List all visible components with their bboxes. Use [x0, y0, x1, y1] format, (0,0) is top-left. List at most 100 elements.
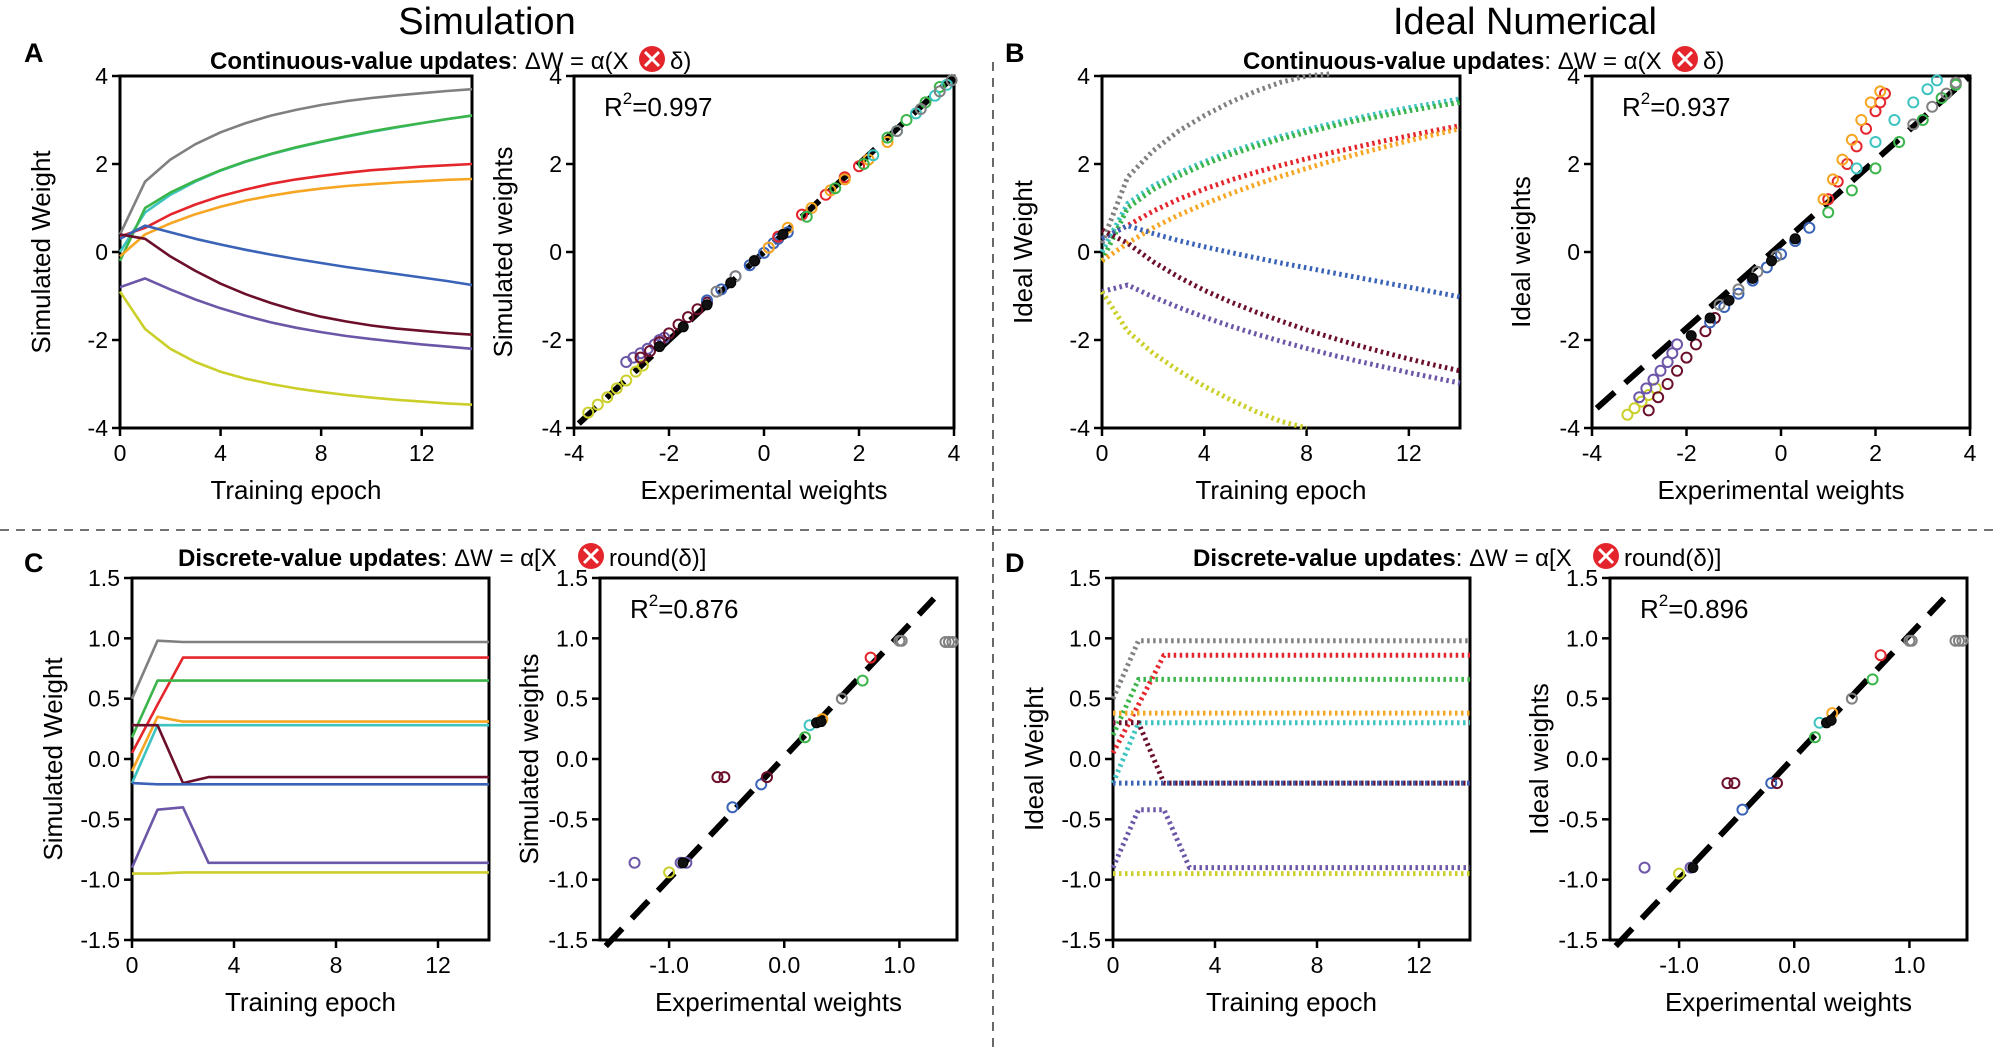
panel-letter-c: C: [24, 548, 44, 578]
y-tick-label: 2: [1077, 151, 1090, 177]
y-tick-label: 0.5: [88, 686, 120, 712]
series-line-green: [1099, 99, 1461, 262]
x-tick-label: -1.0: [649, 952, 689, 978]
x-axis-label: Training epoch: [1206, 987, 1377, 1017]
equation-a-pre: : ΔW = α(X: [511, 48, 628, 75]
data-point-orange: [881, 136, 894, 148]
y-tick-label: 4: [95, 63, 108, 89]
plot-frame: [130, 576, 491, 942]
data-point-black: [1825, 714, 1837, 726]
y-tick-label: -1.0: [548, 867, 588, 893]
data-point-yellow: [610, 382, 623, 395]
data-point-maroon: [691, 303, 704, 316]
data-point-blue: [1803, 221, 1816, 234]
data-point-orange: [805, 202, 818, 214]
data-point-green: [1866, 673, 1879, 686]
r-squared-label: R2=0.937: [1622, 89, 1731, 122]
y-tick-label: -4: [1560, 415, 1581, 441]
x-tick-label: 4: [1209, 952, 1222, 978]
data-point-red: [1822, 193, 1835, 206]
x-tick-label: 12: [425, 952, 451, 978]
data-point-gray: [946, 635, 959, 648]
y-tick-label: 1.0: [556, 625, 588, 651]
data-point-black: [1747, 272, 1759, 284]
y-axis-label: Ideal weights: [1524, 683, 1554, 835]
series-line-purple: [130, 806, 489, 869]
chart-d-ideal-weight-vs-epoch: -1.5 -1.0 -0.5 0.0 0.5 1.0 1.5 0 4 8 12 Training ep…: [1019, 565, 1472, 1017]
x-tick-label: -4: [1582, 440, 1603, 466]
series-line-teal: [1110, 720, 1470, 785]
x-tick-label: 8: [1311, 952, 1324, 978]
data-point-purple: [1647, 373, 1660, 386]
data-point-maroon: [760, 771, 773, 784]
y-tick-label: 0: [1077, 239, 1090, 265]
data-point-black: [749, 255, 760, 267]
data-point-yellow: [582, 406, 595, 419]
x-axis-label: Experimental weights: [655, 987, 902, 1017]
x-axis-label: Experimental weights: [1665, 987, 1912, 1017]
svg-text:Continuous-value updates: ΔW =: Continuous-value updates: ΔW = α(X: [210, 48, 629, 75]
data-point-gray: [939, 635, 952, 648]
data-point-black: [677, 321, 689, 333]
series-line-maroon: [119, 233, 473, 336]
data-point-yellow: [591, 398, 604, 411]
data-point-blue: [726, 801, 739, 814]
data-point-gray: [1713, 298, 1726, 311]
data-point-gray: [933, 85, 946, 98]
y-axis-label: Ideal Weight: [1008, 179, 1038, 324]
data-point-red: [1874, 649, 1887, 662]
data-point-teal: [1869, 136, 1882, 148]
data-point-teal: [1850, 162, 1863, 175]
data-point-red: [1860, 122, 1873, 135]
equation-a-bold: Continuous-value updates: [210, 48, 511, 75]
y-tick-label: -4: [1070, 415, 1091, 441]
data-point-purple: [1666, 347, 1679, 360]
y-tick-label: 0.5: [556, 686, 588, 712]
data-point-purple: [1661, 356, 1674, 368]
data-point-gray: [1949, 76, 1962, 89]
equation-d-pre: : ΔW = α[X: [1456, 545, 1572, 572]
x-tick-label: 4: [1198, 440, 1211, 466]
data-point-orange: [1845, 133, 1858, 146]
y-tick-label: -2: [542, 327, 562, 353]
y-tick-label: 0.0: [1069, 746, 1101, 772]
data-point-purple: [1671, 338, 1684, 351]
series-line-orange: [130, 715, 489, 772]
data-point-maroon: [1689, 338, 1702, 351]
x-tick-label: 4: [1964, 440, 1977, 466]
title-ideal-numerical: Ideal Numerical: [1393, 1, 1657, 43]
data-point-green: [1808, 731, 1821, 744]
data-point-maroon: [718, 771, 731, 784]
y-tick-label: -0.5: [548, 806, 588, 832]
data-point-black: [1723, 294, 1735, 306]
x-tick-label: 4: [948, 440, 961, 466]
x-axis-label: Training epoch: [225, 987, 396, 1017]
equation-c: Discrete-value updates: ΔW = α[X round(δ…: [178, 543, 706, 572]
x-tick-label: 8: [1300, 440, 1313, 466]
y-tick-label: -1.5: [548, 927, 588, 953]
data-point-maroon: [1770, 777, 1783, 790]
data-point-orange: [1836, 153, 1849, 166]
y-tick-label: -4: [88, 415, 109, 441]
x-tick-label: 0.0: [768, 952, 800, 978]
plot-frame: [1100, 74, 1462, 430]
y-tick-label: 0.0: [556, 746, 588, 772]
series-line-red: [1110, 652, 1470, 755]
x-tick-label: 0: [1775, 440, 1788, 466]
chart-b-ideal-weight-vs-epoch: -4 -2 0 2 4 0 4 8 12 Training epoch Ideal Weight: [1008, 63, 1462, 505]
data-point-gray: [945, 74, 958, 87]
y-tick-label: -2: [1070, 327, 1090, 353]
y-tick-label: 1.0: [1069, 625, 1101, 651]
equation-d: Discrete-value updates: ΔW = α[X round(δ…: [1193, 543, 1721, 572]
y-axis-label: Simulated Weight: [38, 657, 68, 861]
chart-c-simulated-vs-experimental: -1.5 -1.0 -0.5 0.0 0.5 1.0 1.5 -1.0 0.0 1.0 Experi…: [514, 565, 959, 1017]
x-tick-label: 1.0: [1893, 952, 1925, 978]
y-tick-label: -1.0: [80, 867, 120, 893]
y-axis-label: Simulated weights: [514, 654, 544, 865]
y-tick-label: 1.5: [1069, 565, 1101, 591]
y-tick-label: -1.5: [1061, 927, 1101, 953]
equation-b-pre: : ΔW = α(X: [1544, 48, 1661, 75]
x-tick-label: 12: [409, 440, 435, 466]
data-point-black: [1766, 255, 1778, 267]
fit-line: [576, 73, 957, 426]
